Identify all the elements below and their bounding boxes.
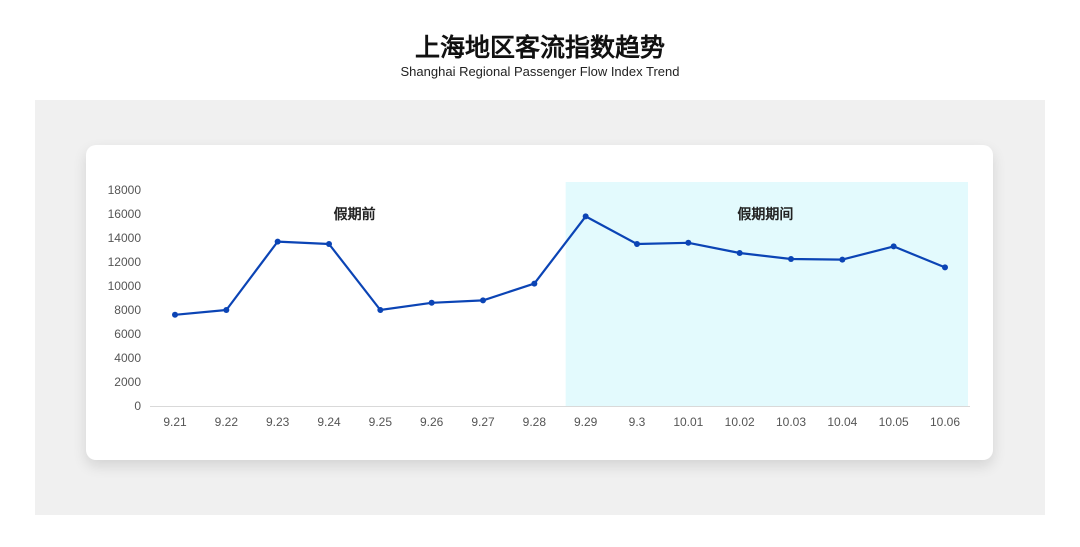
x-tick-label: 10.05 [879, 415, 909, 429]
y-tick-label: 12000 [108, 255, 142, 269]
x-tick-label: 10.01 [673, 415, 703, 429]
data-point [634, 241, 640, 247]
y-tick-label: 16000 [108, 207, 142, 221]
x-tick-label: 9.23 [266, 415, 290, 429]
x-tick-label: 10.06 [930, 415, 960, 429]
page-subtitle: Shanghai Regional Passenger Flow Index T… [400, 64, 680, 79]
x-tick-label: 9.3 [629, 415, 646, 429]
data-point [890, 243, 897, 250]
x-tick-label: 9.29 [574, 415, 598, 429]
y-tick-label: 8000 [114, 303, 141, 317]
y-tick-label: 18000 [108, 183, 142, 197]
data-point [377, 307, 384, 313]
y-tick-label: 0 [134, 399, 141, 413]
data-point [480, 297, 486, 304]
data-point [582, 213, 589, 220]
x-tick-label: 10.02 [725, 415, 755, 429]
data-point [685, 239, 692, 246]
x-tick-label: 10.04 [827, 415, 857, 429]
x-tick-label: 10.03 [776, 415, 806, 429]
page-title: 上海地区客流指数趋势 [414, 33, 665, 62]
annotation-label: 假期期间 [737, 206, 793, 222]
data-point [428, 299, 435, 306]
data-point [788, 256, 794, 262]
data-point [274, 238, 281, 245]
y-tick-label: 4000 [114, 351, 141, 365]
data-point [326, 241, 332, 247]
x-tick-label: 9.25 [369, 415, 393, 429]
series-line [174, 215, 946, 316]
data-point [223, 307, 230, 313]
y-tick-label: 2000 [114, 375, 141, 389]
shaded-region [565, 182, 968, 406]
data-point [531, 280, 538, 287]
y-tick-label: 10000 [108, 279, 142, 293]
y-tick-label: 6000 [114, 327, 141, 341]
x-tick-label: 9.24 [317, 415, 341, 429]
data-point [839, 256, 846, 263]
data-point [942, 264, 948, 271]
y-tick-label: 14000 [108, 231, 142, 245]
x-tick-label: 9.28 [523, 415, 547, 429]
data-point [172, 311, 178, 318]
x-tick-label: 9.27 [471, 415, 495, 429]
x-tick-label: 9.26 [420, 415, 444, 429]
data-point [736, 250, 743, 256]
x-tick-label: 9.22 [215, 415, 239, 429]
x-tick-label: 9.21 [163, 415, 187, 429]
annotation-label: 假期前 [334, 206, 376, 222]
